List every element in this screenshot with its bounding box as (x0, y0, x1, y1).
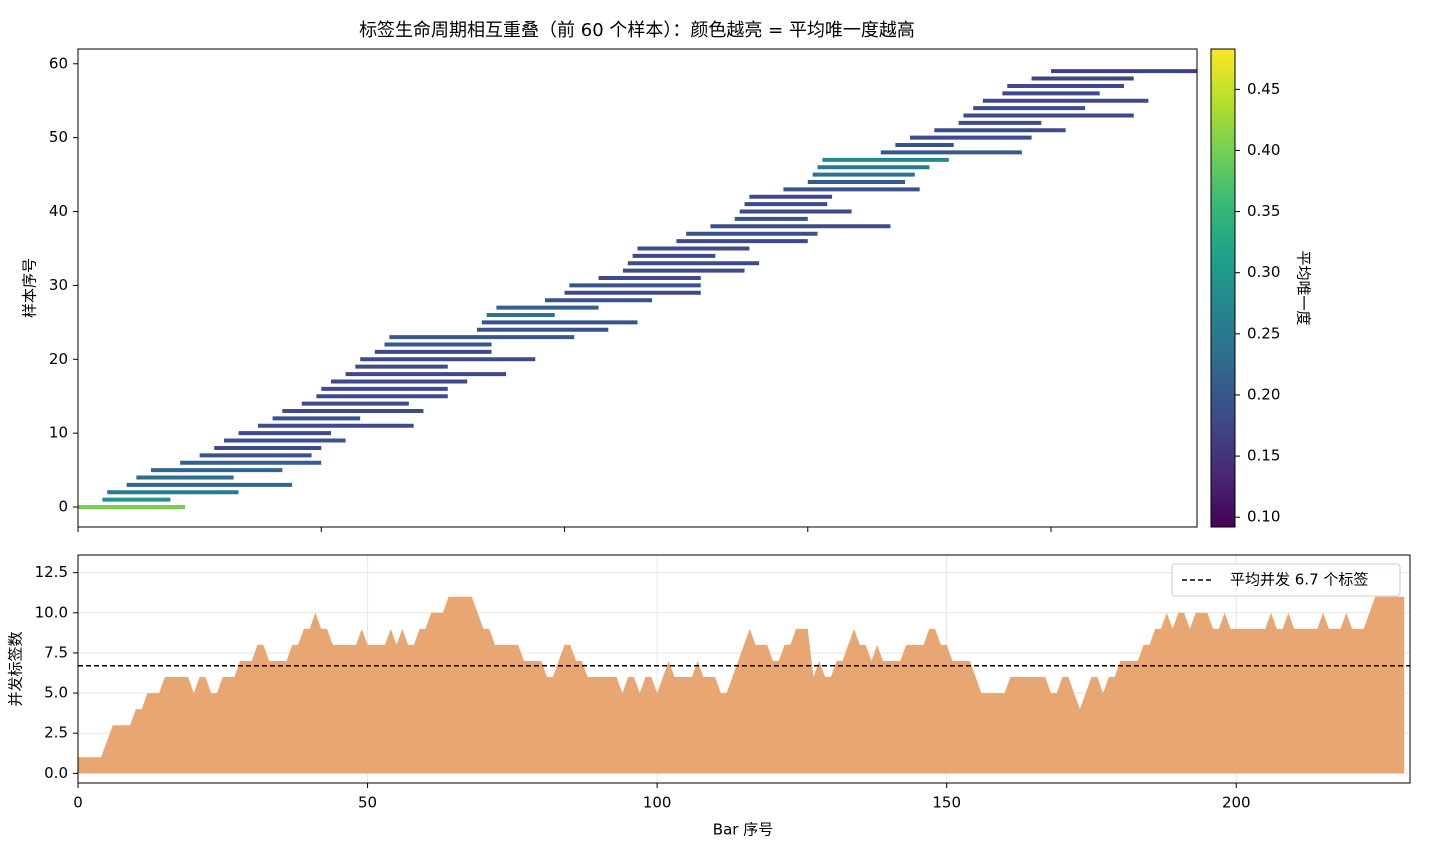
legend-label: 平均并发 6.7 个标签 (1230, 571, 1368, 589)
y-tick-label: 2.5 (44, 724, 68, 742)
y-axis-label: 样本序号 (21, 258, 39, 318)
y-tick-label: 10.0 (35, 603, 68, 621)
colorbar-tick-label: 0.20 (1247, 385, 1280, 403)
y-tick-label: 50 (49, 128, 68, 146)
y-tick-label: 0 (58, 498, 68, 516)
y-tick-label: 30 (49, 276, 68, 294)
y-tick-label: 60 (49, 54, 68, 72)
x-tick-label: 200 (1222, 794, 1251, 812)
concurrency-area (78, 596, 1405, 774)
x-tick-label: 50 (358, 794, 377, 812)
colorbar (1210, 48, 1236, 528)
colorbar-tick-label: 0.15 (1247, 447, 1280, 465)
legend-box (1171, 563, 1401, 597)
y-tick-label: 40 (49, 202, 68, 220)
colorbar-tick-label: 0.10 (1247, 508, 1280, 526)
colorbar-tick-label: 0.30 (1247, 263, 1280, 281)
x-tick-label: 0 (73, 794, 83, 812)
axes-frame (77, 554, 1411, 784)
y-tick-label: 10 (49, 424, 68, 442)
y-axis-label: 并发标签数 (7, 631, 25, 706)
y-tick-label: 0.0 (44, 764, 68, 782)
axes-frame (77, 48, 1198, 528)
colorbar-tick-label: 0.35 (1247, 202, 1280, 220)
chart-title: 标签生命周期相互重叠（前 60 个样本）：颜色越亮 = 平均唯一度越高 (359, 20, 915, 41)
colorbar-tick-label: 0.40 (1247, 141, 1280, 159)
y-tick-label: 5.0 (44, 684, 68, 702)
colorbar-tick-label: 0.25 (1247, 324, 1280, 342)
colorbar-label: 平均唯一度 (1295, 250, 1313, 325)
x-tick-label: 100 (643, 794, 672, 812)
y-tick-label: 20 (49, 350, 68, 368)
x-axis-label: Bar 序号 (713, 821, 773, 839)
y-tick-label: 12.5 (35, 563, 68, 581)
x-tick-label: 150 (932, 794, 961, 812)
colorbar-tick-label: 0.45 (1247, 80, 1280, 98)
y-tick-label: 7.5 (44, 643, 68, 661)
